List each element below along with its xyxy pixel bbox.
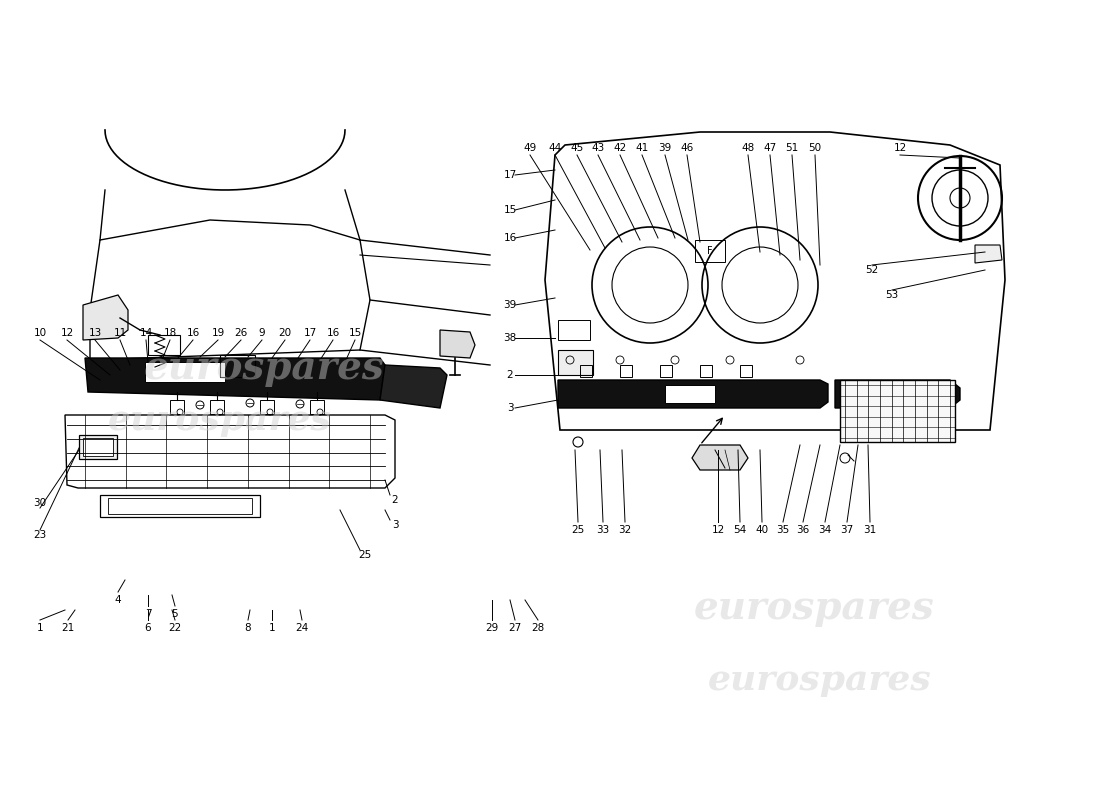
- Text: 24: 24: [296, 623, 309, 633]
- Text: 45: 45: [571, 143, 584, 153]
- Bar: [695, 240, 725, 262]
- Text: 3: 3: [507, 403, 514, 413]
- Text: 9: 9: [258, 328, 265, 338]
- Text: 7: 7: [145, 609, 152, 619]
- Text: 1: 1: [268, 623, 275, 633]
- Text: 17: 17: [304, 328, 317, 338]
- Text: 43: 43: [592, 143, 605, 153]
- Bar: [82, 438, 113, 456]
- Text: 22: 22: [168, 623, 182, 633]
- Text: 16: 16: [504, 233, 517, 243]
- Text: 8: 8: [244, 623, 251, 633]
- Text: 38: 38: [504, 333, 517, 343]
- Bar: [558, 320, 590, 340]
- Bar: [840, 380, 955, 442]
- Text: 4: 4: [114, 595, 121, 605]
- Text: 48: 48: [741, 143, 755, 153]
- Polygon shape: [85, 358, 385, 400]
- Text: 39: 39: [659, 143, 672, 153]
- Text: 50: 50: [808, 143, 822, 153]
- Bar: [260, 400, 274, 414]
- Bar: [170, 400, 184, 414]
- Text: 1: 1: [36, 623, 43, 633]
- Text: 44: 44: [549, 143, 562, 153]
- Text: 25: 25: [571, 525, 584, 535]
- Text: 29: 29: [485, 623, 498, 633]
- Text: 36: 36: [796, 525, 810, 535]
- Polygon shape: [82, 295, 128, 340]
- Text: 32: 32: [618, 525, 631, 535]
- Text: 16: 16: [327, 328, 340, 338]
- Text: 12: 12: [712, 525, 725, 535]
- Text: 49: 49: [524, 143, 537, 153]
- Text: 23: 23: [33, 530, 46, 540]
- Bar: [100, 495, 260, 517]
- Text: eurospares: eurospares: [708, 663, 932, 697]
- Polygon shape: [379, 365, 447, 408]
- Text: 21: 21: [62, 623, 75, 633]
- Text: 52: 52: [866, 265, 879, 275]
- Text: 41: 41: [636, 143, 649, 153]
- Text: 14: 14: [140, 328, 153, 338]
- Text: 16: 16: [186, 328, 199, 338]
- Bar: [666, 385, 715, 403]
- Text: 18: 18: [164, 328, 177, 338]
- Text: 27: 27: [508, 623, 521, 633]
- Bar: [108, 498, 252, 514]
- Text: 2: 2: [507, 370, 514, 380]
- Polygon shape: [558, 380, 828, 408]
- Text: 35: 35: [777, 525, 790, 535]
- Text: 46: 46: [681, 143, 694, 153]
- Text: 30: 30: [33, 498, 46, 508]
- Text: 10: 10: [33, 328, 46, 338]
- Text: F: F: [707, 246, 713, 256]
- Polygon shape: [692, 445, 748, 470]
- Text: 5: 5: [172, 609, 178, 619]
- Text: 13: 13: [88, 328, 101, 338]
- Bar: [79, 435, 117, 459]
- Text: 40: 40: [756, 525, 769, 535]
- Text: eurospares: eurospares: [694, 589, 934, 627]
- Bar: [220, 355, 255, 377]
- Bar: [580, 365, 592, 377]
- Text: 54: 54: [734, 525, 747, 535]
- Text: 15: 15: [504, 205, 517, 215]
- Text: 37: 37: [840, 525, 854, 535]
- Text: 51: 51: [785, 143, 799, 153]
- Text: 12: 12: [893, 143, 906, 153]
- Bar: [210, 400, 224, 414]
- Text: eurospares: eurospares: [108, 403, 332, 437]
- Bar: [558, 350, 593, 375]
- Text: 28: 28: [531, 623, 544, 633]
- Bar: [145, 362, 226, 382]
- Text: 2: 2: [392, 495, 398, 505]
- Text: 17: 17: [504, 170, 517, 180]
- Bar: [660, 365, 672, 377]
- Text: 34: 34: [818, 525, 832, 535]
- Text: 6: 6: [145, 623, 152, 633]
- Text: 25: 25: [359, 550, 372, 560]
- Text: 33: 33: [596, 525, 609, 535]
- Text: 53: 53: [886, 290, 899, 300]
- Text: 42: 42: [614, 143, 627, 153]
- Text: 20: 20: [278, 328, 292, 338]
- Text: 26: 26: [234, 328, 248, 338]
- Text: 39: 39: [504, 300, 517, 310]
- Bar: [310, 400, 324, 414]
- Text: 19: 19: [211, 328, 224, 338]
- Text: 12: 12: [60, 328, 74, 338]
- Text: 15: 15: [349, 328, 362, 338]
- Text: 11: 11: [113, 328, 127, 338]
- Text: 3: 3: [392, 520, 398, 530]
- Bar: [740, 365, 752, 377]
- Bar: [148, 335, 180, 355]
- Polygon shape: [440, 330, 475, 358]
- Text: 31: 31: [864, 525, 877, 535]
- Polygon shape: [975, 245, 1002, 263]
- Bar: [700, 365, 712, 377]
- Text: 47: 47: [763, 143, 777, 153]
- Bar: [620, 365, 632, 377]
- Polygon shape: [835, 380, 960, 408]
- Text: eurospares: eurospares: [144, 349, 384, 387]
